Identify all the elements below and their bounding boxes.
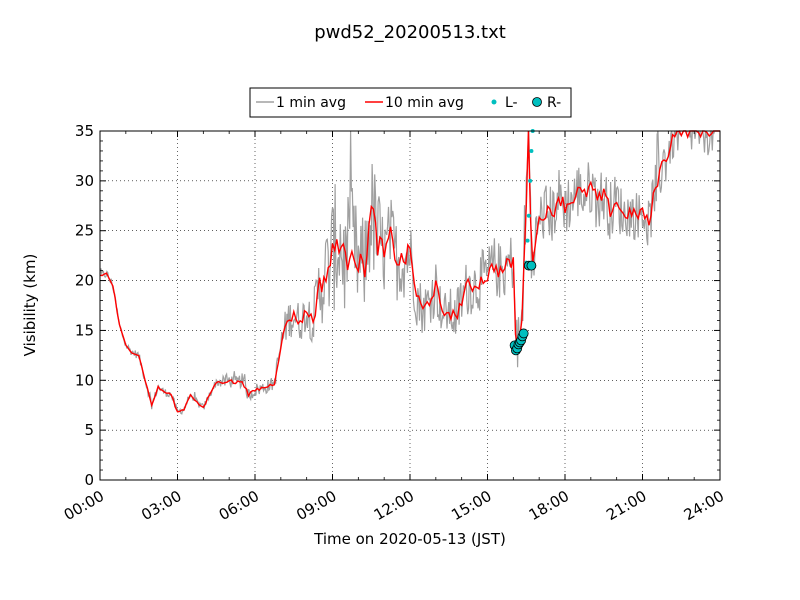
line-10min-avg — [99, 130, 720, 413]
y-tick-label: 35 — [75, 122, 94, 140]
R-point — [518, 328, 529, 339]
L-point — [525, 238, 530, 243]
x-axis-label: Time on 2020-05-13 (JST) — [313, 530, 506, 548]
R-point — [526, 260, 537, 271]
y-tick-label: 10 — [75, 371, 94, 389]
y-tick-label: 15 — [75, 321, 94, 339]
y-tick-label: 5 — [84, 421, 94, 439]
legend-label-1min: 1 min avg — [276, 95, 346, 111]
y-axis-label: Visibility (km) — [21, 254, 39, 357]
legend-marker-L — [491, 99, 497, 105]
series-1min-avg — [99, 130, 720, 415]
y-tick-label: 25 — [75, 222, 94, 240]
line-1min-avg — [99, 130, 720, 415]
series-10min-avg — [99, 130, 720, 413]
L-point — [526, 213, 531, 218]
y-tick-label: 20 — [75, 272, 94, 290]
chart-title: pwd52_20200513.txt — [314, 22, 506, 43]
legend-box — [249, 87, 572, 118]
grid — [100, 131, 720, 480]
legend: 1 min avg 10 min avg L- R- — [249, 87, 572, 118]
L-point — [529, 148, 534, 153]
legend-marker-R — [532, 97, 542, 107]
y-tick-label: 0 — [84, 471, 94, 489]
y-axis: 0 5 10 15 20 25 30 35 — [75, 122, 720, 489]
y-tick-label: 30 — [75, 172, 94, 190]
legend-label-L: L- — [505, 95, 518, 111]
legend-label-10min: 10 min avg — [385, 95, 464, 111]
legend-label-R: R- — [547, 95, 561, 111]
L-point — [528, 178, 533, 183]
series-R — [509, 260, 537, 356]
